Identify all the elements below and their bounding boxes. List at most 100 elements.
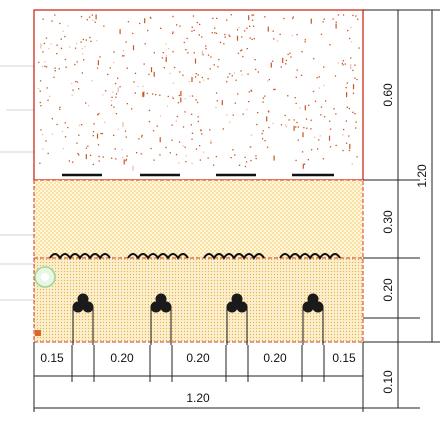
soil-dot xyxy=(166,105,169,107)
soil-dot xyxy=(77,152,79,155)
soil-dot xyxy=(92,131,95,133)
soil-dot xyxy=(262,138,264,140)
soil-dot xyxy=(81,48,83,50)
soil-dot xyxy=(304,105,306,111)
soil-dot xyxy=(268,79,270,81)
soil-dot xyxy=(335,23,337,29)
soil-dot xyxy=(64,58,67,61)
cable xyxy=(226,301,238,313)
soil-dot xyxy=(261,132,263,135)
soil-dot xyxy=(211,32,213,34)
soil-dot xyxy=(44,65,46,67)
soil-dot xyxy=(172,32,174,35)
soil-dot xyxy=(230,14,232,16)
soil-dot xyxy=(96,133,99,139)
soil-dot xyxy=(251,38,253,40)
depth-bottom-label: 0.20 xyxy=(381,278,395,302)
soil-dot xyxy=(350,41,353,43)
soil-dot xyxy=(345,142,348,144)
soil-dot xyxy=(191,162,193,165)
soil-dot xyxy=(345,87,347,89)
soil-dot xyxy=(76,142,78,144)
soil-dot xyxy=(272,60,274,62)
soil-dot xyxy=(292,17,294,19)
soil-dot xyxy=(40,43,42,49)
soil-dot xyxy=(123,55,125,57)
soil-dot xyxy=(354,64,356,66)
soil-dot xyxy=(232,149,234,151)
soil-dot xyxy=(199,145,201,147)
soil-dot xyxy=(285,125,288,128)
soil-dot xyxy=(127,21,130,23)
soil-dot xyxy=(329,146,332,148)
soil-dot xyxy=(248,101,250,103)
soil-dot xyxy=(74,63,76,66)
soil-dot xyxy=(348,107,350,110)
soil-dot xyxy=(44,61,46,63)
soil-dot xyxy=(194,58,197,64)
soil-dot xyxy=(304,39,306,41)
soil-dot xyxy=(302,132,304,138)
soil-dot xyxy=(192,15,195,17)
soil-dot xyxy=(188,81,190,83)
soil-dot xyxy=(357,18,359,20)
soil-dot xyxy=(123,159,125,165)
soil-dot xyxy=(171,96,174,98)
soil-dot xyxy=(297,139,299,141)
soil-dot xyxy=(85,102,87,104)
soil-dot xyxy=(56,53,58,55)
soil-dot xyxy=(178,162,180,164)
soil-dot xyxy=(244,30,246,32)
soil-dot xyxy=(191,77,193,82)
soil-dot xyxy=(285,59,288,62)
soil-dot xyxy=(268,126,270,129)
vertical-dimensions xyxy=(363,9,440,409)
soil-dot xyxy=(199,159,201,161)
soil-dot xyxy=(191,95,194,97)
soil-dot xyxy=(201,133,203,135)
soil-dot xyxy=(234,154,236,156)
soil-dot xyxy=(42,148,44,150)
soil-dot xyxy=(290,56,292,58)
soil-dot xyxy=(64,35,66,38)
soil-dot xyxy=(335,21,337,23)
soil-dot xyxy=(215,92,218,94)
soil-dot xyxy=(328,135,331,141)
soil-dot xyxy=(182,74,184,76)
spacing-label-3: 0.20 xyxy=(186,351,210,365)
soil-dot xyxy=(110,104,113,106)
soil-dot xyxy=(352,92,355,94)
soil-dot xyxy=(221,100,223,106)
soil-dot xyxy=(156,125,158,127)
soil-dot xyxy=(235,79,237,81)
soil-dot xyxy=(350,64,352,69)
soil-dot xyxy=(283,17,285,20)
soil-dot xyxy=(85,154,87,160)
soil-dot xyxy=(201,50,203,56)
soil-dot xyxy=(56,123,58,126)
soil-dot xyxy=(152,130,155,132)
soil-dot xyxy=(301,51,303,53)
soil-dot xyxy=(272,122,274,125)
soil-dot xyxy=(96,39,98,42)
soil-dot xyxy=(47,99,49,101)
soil-dot xyxy=(246,108,248,111)
soil-dot xyxy=(333,108,335,110)
soil-dot xyxy=(329,44,331,46)
soil-dot xyxy=(136,152,138,154)
soil-dot xyxy=(316,77,318,79)
soil-dot xyxy=(218,58,220,61)
soil-dot xyxy=(122,156,124,159)
soil-dot xyxy=(89,16,91,18)
soil-dot xyxy=(323,66,325,68)
soil-dot xyxy=(216,17,218,19)
soil-dot xyxy=(160,27,162,29)
soil-dot xyxy=(306,127,308,129)
soil-dot xyxy=(49,95,51,97)
soil-dot xyxy=(342,60,344,62)
soil-dot xyxy=(113,106,115,108)
soil-dot xyxy=(131,108,133,110)
soil-dot xyxy=(165,55,168,57)
soil-dot xyxy=(215,106,217,109)
soil-dot xyxy=(229,121,231,123)
